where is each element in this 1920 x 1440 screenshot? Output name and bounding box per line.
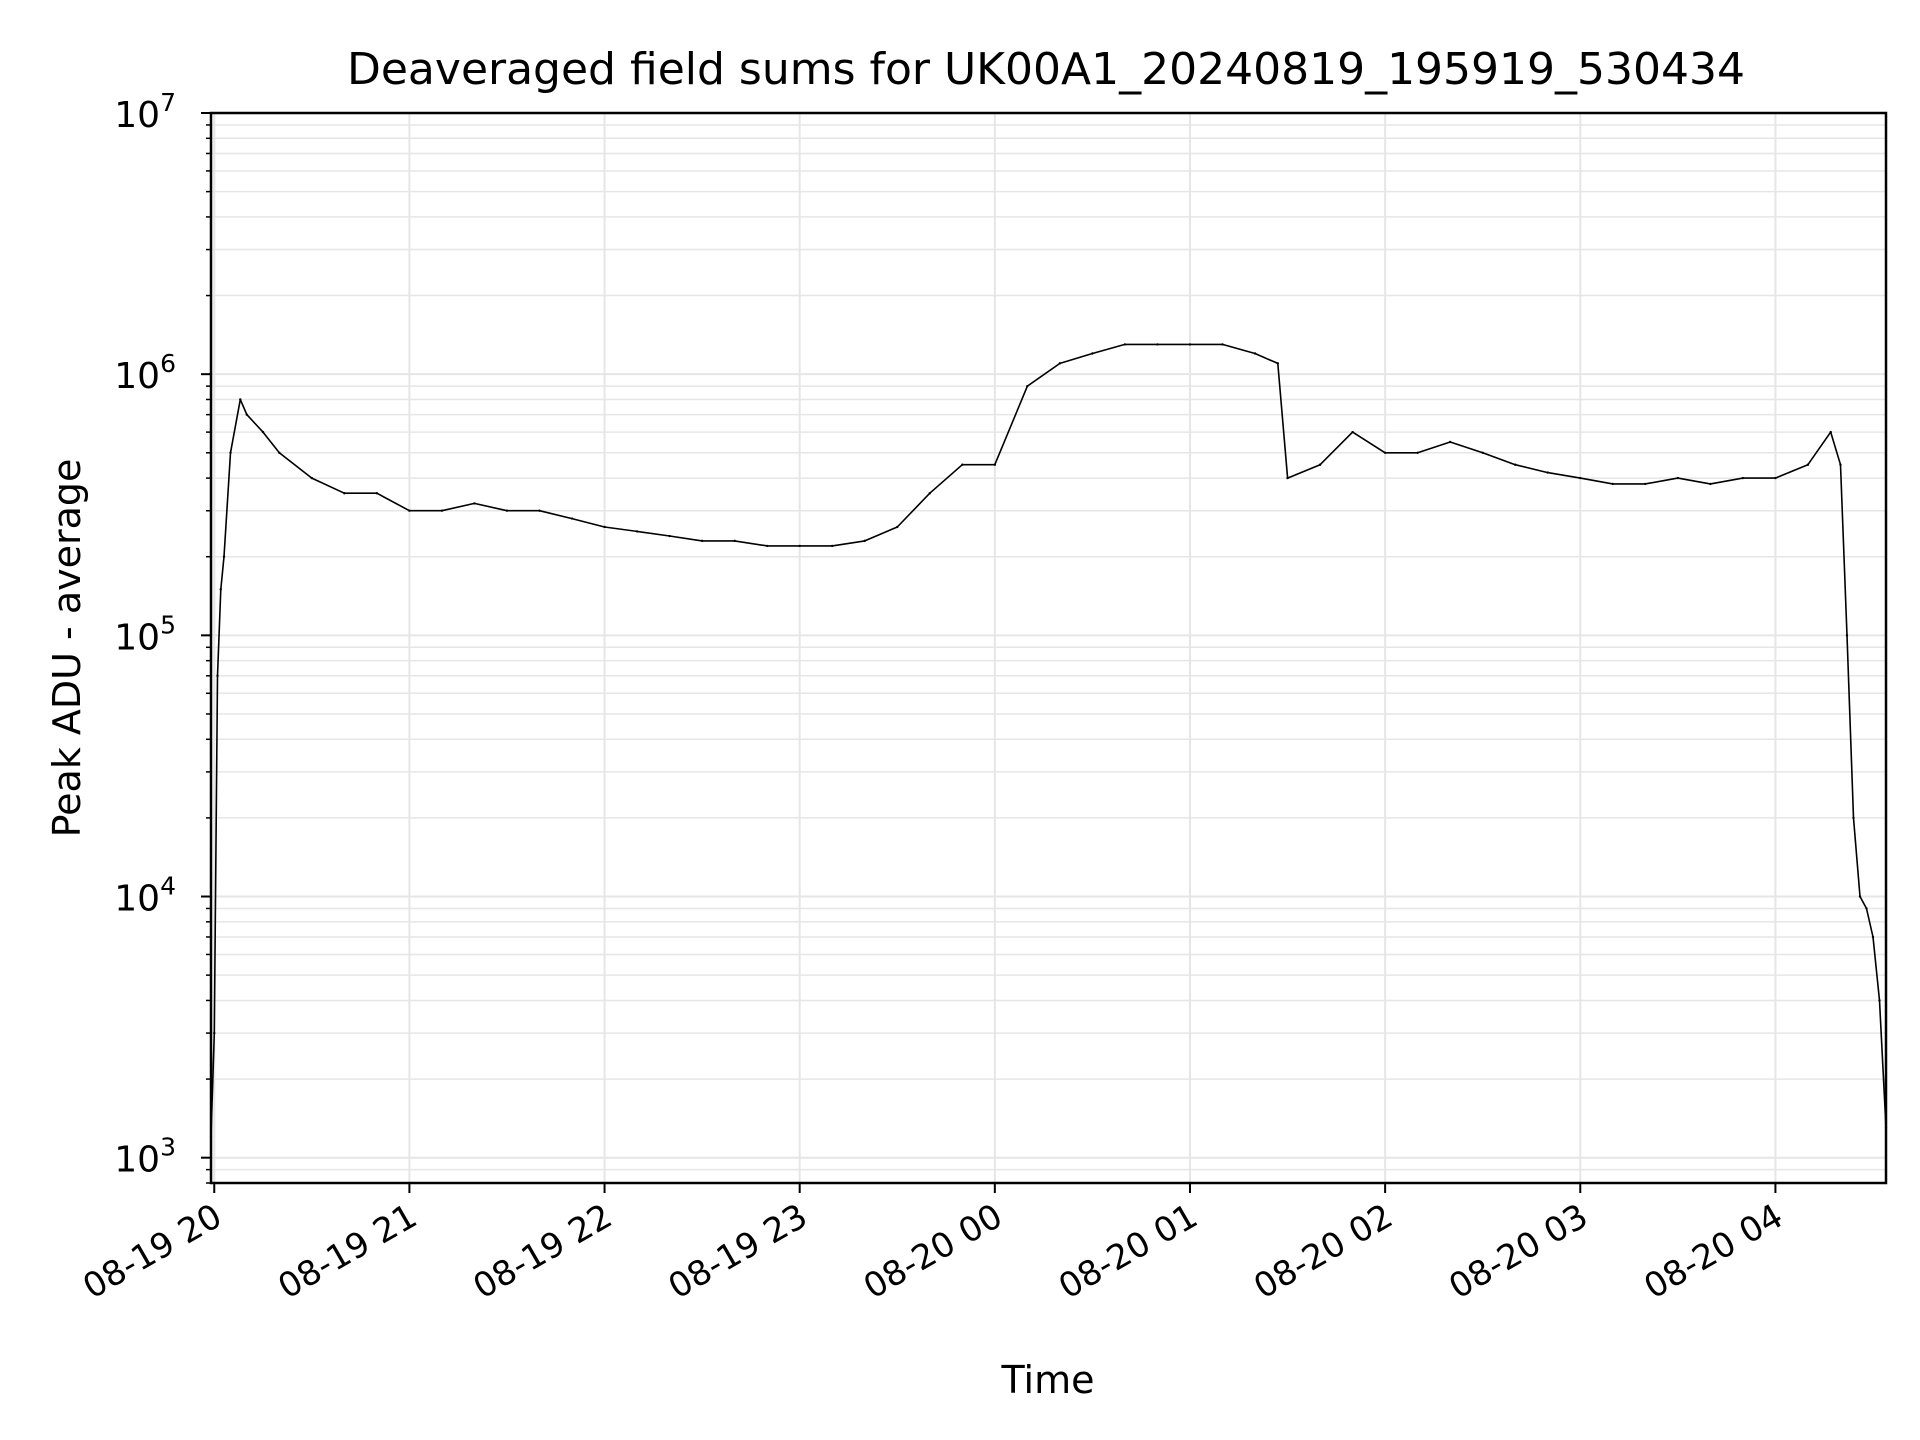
- data-point: [1676, 476, 1680, 480]
- data-point: [473, 502, 476, 505]
- y-tick-label-base: 10: [114, 1140, 160, 1181]
- data-point: [1774, 476, 1777, 480]
- data-point: [1383, 451, 1387, 454]
- data-point: [1318, 463, 1322, 466]
- data-point: [1276, 362, 1279, 365]
- data-point: [213, 1031, 216, 1035]
- series-line-group: [209, 343, 1888, 1139]
- data-point: [1858, 895, 1862, 898]
- y-tick-label: 104: [114, 872, 176, 920]
- data-point: [570, 517, 574, 520]
- data-point: [1481, 451, 1484, 454]
- data-point: [1871, 935, 1875, 939]
- data-point: [1416, 451, 1419, 454]
- y-tick-label-exponent: 7: [160, 88, 176, 117]
- data-point: [1286, 476, 1289, 480]
- data-point: [1156, 343, 1159, 346]
- y-tick-label: 105: [114, 610, 176, 658]
- data-point: [1845, 634, 1849, 637]
- data-point: [1351, 430, 1354, 434]
- data-point: [1514, 463, 1517, 466]
- data-point: [1188, 343, 1192, 346]
- y-tick-label-exponent: 4: [160, 872, 176, 901]
- data-point: [668, 534, 671, 538]
- data-point: [733, 539, 736, 543]
- data-point: [700, 539, 704, 543]
- data-point: [1839, 463, 1842, 466]
- data-point: [1091, 352, 1094, 355]
- data-point: [765, 544, 769, 548]
- y-tick-label-exponent: 5: [160, 610, 176, 639]
- data-point: [219, 588, 222, 591]
- data-point: [343, 492, 346, 495]
- data-point: [798, 544, 801, 548]
- data-point: [1026, 384, 1029, 388]
- y-tick-label-exponent: 6: [160, 349, 176, 378]
- y-tick-label-base: 10: [114, 617, 160, 658]
- data-point: [1546, 471, 1549, 474]
- data-point: [1123, 343, 1127, 346]
- data-point: [1709, 482, 1712, 486]
- data-point: [216, 674, 219, 678]
- data-point: [1741, 476, 1745, 480]
- data-point: [1579, 476, 1582, 480]
- y-axis-label: Peak ADU - average: [45, 459, 89, 838]
- y-tick-label-base: 10: [114, 95, 160, 136]
- data-point: [278, 451, 281, 454]
- data-point: [896, 525, 899, 529]
- data-point: [261, 430, 265, 434]
- data-point: [961, 463, 964, 466]
- y-tick-label: 106: [114, 349, 176, 397]
- data-point: [222, 555, 226, 558]
- data-point: [1611, 482, 1614, 486]
- data-point: [603, 525, 606, 529]
- data-point: [229, 451, 232, 454]
- data-point: [1878, 999, 1881, 1002]
- data-point: [993, 463, 997, 466]
- data-point: [538, 509, 541, 512]
- data-point: [1829, 430, 1832, 434]
- data-point: [1852, 816, 1855, 820]
- data-point: [635, 530, 639, 533]
- data-point: [1644, 482, 1647, 486]
- chart-title: Deaveraged field sums for UK00A1_2024081…: [347, 44, 1745, 95]
- y-tick-label: 107: [114, 88, 176, 136]
- data-point: [505, 509, 509, 512]
- data-point: [863, 539, 866, 543]
- data-point: [1448, 440, 1452, 444]
- data-point: [1865, 907, 1868, 910]
- data-point: [440, 509, 444, 512]
- y-tick-label-exponent: 3: [160, 1133, 176, 1162]
- data-point: [1253, 352, 1257, 355]
- data-point: [408, 509, 411, 512]
- y-tick-label-base: 10: [114, 879, 160, 920]
- data-point: [245, 413, 248, 416]
- data-point: [831, 544, 834, 548]
- data-point: [928, 492, 931, 495]
- data-point: [375, 492, 379, 495]
- y-tick-label: 103: [114, 1133, 176, 1181]
- x-axis-label: Time: [1001, 1358, 1095, 1402]
- data-point: [1058, 362, 1062, 365]
- y-tick-label-base: 10: [114, 356, 160, 397]
- grid-lines: [211, 112, 1886, 1184]
- data-point: [1806, 463, 1810, 466]
- data-point: [310, 476, 314, 480]
- data-point: [239, 398, 242, 401]
- data-point: [1221, 343, 1224, 346]
